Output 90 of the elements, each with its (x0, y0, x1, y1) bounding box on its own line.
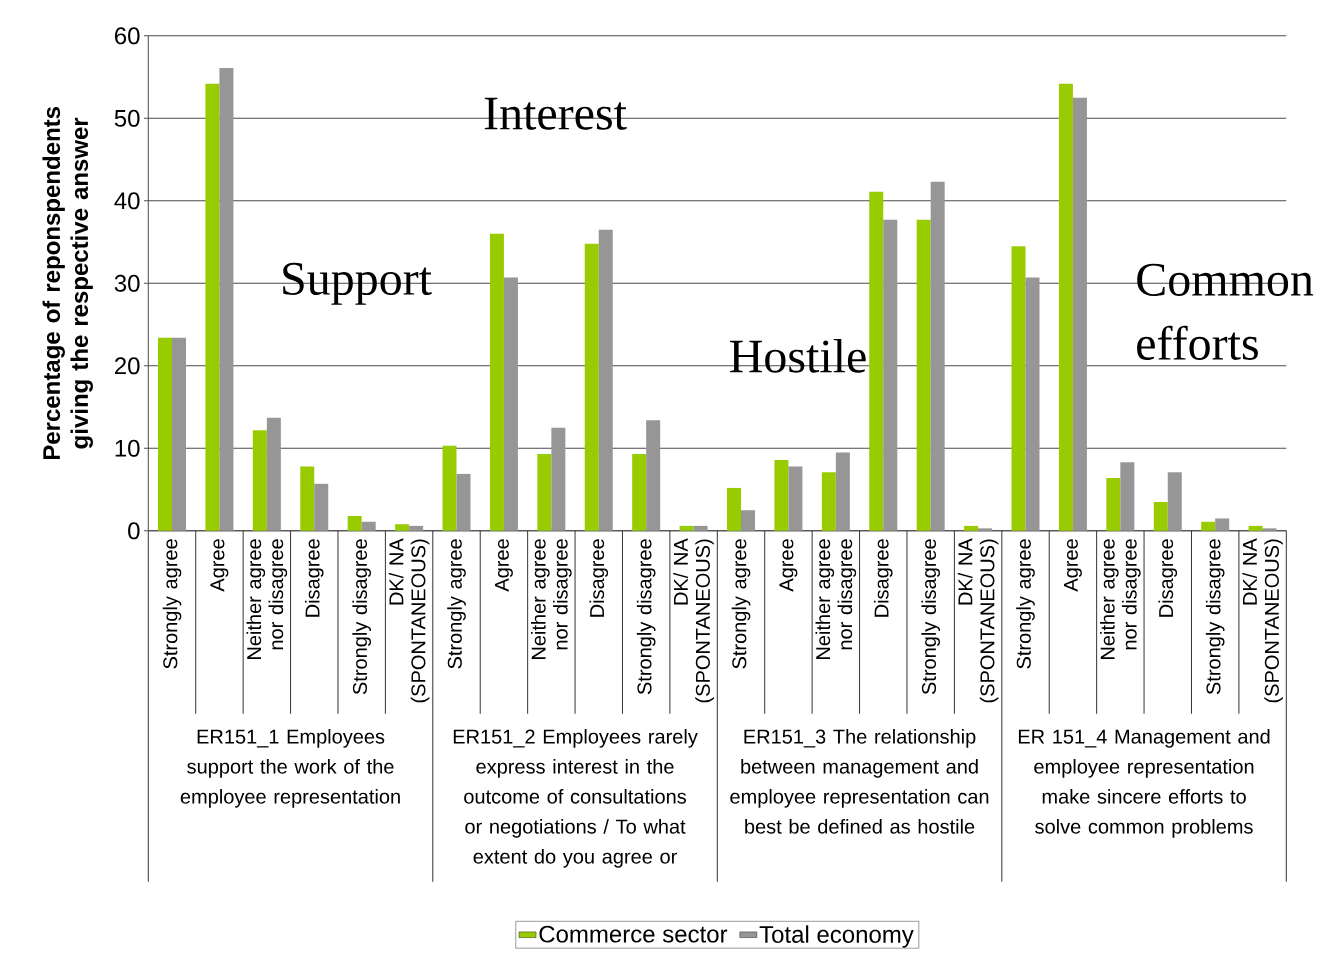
bar (456, 473, 471, 531)
x-tick-label: Agree (779, 539, 798, 592)
bar (883, 219, 898, 531)
bar (741, 510, 756, 531)
x-tick-label: Strongly disagree (1205, 539, 1225, 695)
bar (632, 454, 647, 531)
text: ER151_1 Employees support the work of the employee representation (180, 729, 400, 808)
bar (172, 337, 187, 531)
y-tick-label: 10 (115, 439, 140, 457)
bar (347, 516, 362, 531)
x-tick-label: Strongly disagree (352, 539, 371, 695)
x-tick-label: DK/ NA (SPONTANEOUS) (1242, 538, 1283, 703)
x-tick-label: DK/ NA (SPONTANEOUS) (388, 538, 430, 703)
bar (1153, 502, 1168, 531)
x-tick-label: Disagree (304, 539, 324, 617)
bar (598, 229, 613, 531)
x-tick-label: Disagree (873, 539, 893, 617)
bar (1120, 462, 1135, 531)
bar (503, 277, 518, 531)
bar (158, 337, 173, 531)
bar (930, 181, 945, 531)
bar (1011, 246, 1026, 531)
x-tick-label: Neither agree nor disagree (815, 539, 857, 660)
x-tick-label: Disagree (1158, 539, 1178, 617)
bar (964, 525, 979, 531)
x-tick-label: Agree (494, 539, 513, 592)
bar (442, 445, 457, 531)
bar (1262, 528, 1277, 531)
bar (489, 233, 504, 531)
bar (266, 417, 281, 531)
bar (693, 525, 708, 531)
text: ER 151_4 Management and employee representation make sincere efforts to solve common problems (1018, 729, 1270, 838)
bar (1106, 478, 1121, 531)
bar (1167, 472, 1182, 531)
bar (205, 83, 220, 531)
bar (727, 488, 742, 531)
bar (869, 191, 884, 531)
bar (774, 459, 789, 531)
x-tick-label: Strongly agree (731, 539, 751, 669)
bar (252, 430, 267, 531)
bar (361, 521, 376, 531)
bar (835, 452, 850, 531)
x-tick-label: DK/ NA (SPONTANEOUS) (673, 538, 714, 703)
bar (300, 466, 315, 531)
bar (1248, 525, 1263, 531)
text: ER151_2 Employees rarely express interest in the outcome of consultations or negotiations / To what extent do you agree or (453, 729, 698, 868)
bar (679, 525, 694, 531)
x-tick-label: Neither agree nor disagree (531, 539, 572, 660)
bar (1072, 97, 1087, 531)
bar (788, 466, 803, 531)
bar (978, 528, 993, 531)
bar (395, 524, 410, 531)
annotation: Common efforts (1137, 263, 1314, 361)
x-tick-label: Agree (210, 539, 229, 592)
y-tick-label: 60 (115, 27, 140, 45)
y-tick-label: 20 (115, 357, 140, 375)
bar (1025, 277, 1040, 531)
bar (219, 68, 234, 531)
annotation: Hostile (730, 339, 866, 373)
x-tick-label: Disagree (589, 539, 609, 617)
x-tick-label: Strongly agree (447, 539, 466, 669)
bar (1215, 518, 1230, 531)
x-tick-label: Neither agree nor disagree (1100, 539, 1141, 660)
bar (916, 219, 931, 531)
y-axis-title: Percentage of reponspendents giving the respective answer (42, 107, 93, 460)
y-tick-label: 50 (114, 109, 140, 127)
x-tick-label: Neither agree nor disagree (246, 539, 288, 660)
y-tick-label: 40 (114, 192, 140, 210)
bar (646, 420, 661, 531)
x-tick-label: Agree (1063, 539, 1082, 592)
y-tick-label: 30 (114, 274, 140, 292)
bar (551, 427, 566, 531)
bar (584, 243, 599, 531)
legend-label: Commerce sector (539, 925, 728, 943)
x-tick-label: DK/ NA (SPONTANEOUS) (957, 538, 999, 703)
bar (537, 454, 552, 531)
bar (1201, 521, 1216, 531)
bar (314, 483, 329, 531)
x-tick-label: Strongly disagree (636, 539, 656, 695)
x-tick-label: Strongly agree (1016, 539, 1035, 669)
x-tick-label: Strongly disagree (921, 539, 941, 695)
bar (409, 525, 424, 531)
bar (1058, 83, 1073, 531)
annotation: Support (283, 262, 432, 305)
y-tick-label: 0 (128, 522, 140, 540)
bar (821, 472, 836, 531)
annotation: Interest (484, 97, 627, 130)
x-tick-label: Strongly agree (162, 539, 182, 669)
legend-label: Total economy (759, 925, 914, 948)
text: ER151_3 The relationship between management and employee representation can best be defined as hostile (730, 729, 989, 834)
